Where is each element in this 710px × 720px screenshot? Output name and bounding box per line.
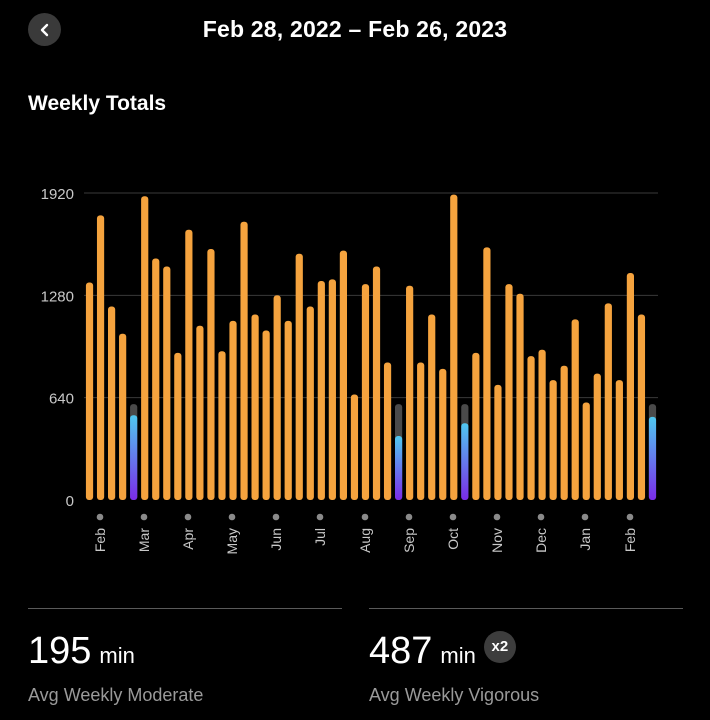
bar-50: [637, 314, 646, 500]
bar-47: [604, 303, 612, 500]
bar-46: [593, 373, 601, 500]
bar-7: [163, 266, 171, 500]
bar-30: [417, 362, 425, 500]
divider-right: [369, 608, 683, 609]
bar-14: [240, 221, 248, 500]
stat-moderate-label: Avg Weekly Moderate: [28, 685, 204, 705]
bar-9: [185, 229, 193, 500]
x-tick-label-11: Jan: [577, 528, 593, 551]
bar-36: [483, 247, 491, 500]
stat-vigorous-value: 487: [369, 630, 433, 672]
bar-10: [196, 325, 204, 500]
x-tick-label-4: Jun: [268, 528, 284, 551]
month-dot-1: [140, 513, 148, 521]
month-dot-9: [493, 513, 501, 521]
weekly-totals-chart: 0 640 1280 1920 Feb Mar Apr May Jun Jul Aug Sep Oct N…: [41, 186, 658, 554]
x-tick-label-6: Aug: [357, 528, 373, 553]
bar-highlight-28: [394, 436, 403, 500]
x-tick-label-5: Jul: [312, 528, 328, 546]
month-dot-4: [272, 513, 280, 521]
bar-11: [207, 248, 215, 500]
month-dot-8: [449, 513, 457, 521]
stat-moderate-unit: min: [99, 643, 135, 668]
bar-43: [560, 365, 568, 500]
date-range-title: Feb 28, 2022 – Feb 26, 2023: [202, 16, 508, 42]
month-dot-10: [537, 513, 545, 521]
bar-35: [472, 352, 480, 500]
x-tick-label-12: Feb: [622, 528, 638, 552]
y-tick-label-1280: 1280: [41, 288, 74, 305]
bar-8: [174, 352, 182, 500]
bar-23: [339, 250, 348, 500]
month-dot-7: [405, 513, 413, 521]
x-tick-label-8: Oct: [445, 528, 461, 550]
bar-37: [494, 384, 502, 500]
bar-24: [350, 394, 359, 500]
section-title: Weekly Totals: [28, 92, 167, 115]
bar-27: [383, 362, 392, 500]
month-dot-6: [361, 513, 369, 521]
bar-17: [273, 295, 281, 500]
month-dot-11: [581, 513, 589, 521]
bar-22: [328, 279, 336, 500]
x-tick-label-1: Mar: [136, 528, 152, 552]
month-dot-3: [228, 513, 236, 521]
month-dot-12: [626, 513, 634, 521]
bar-44: [571, 319, 579, 500]
bar-48: [615, 380, 623, 500]
bar-highlight-4: [130, 415, 138, 500]
bar-49: [626, 272, 635, 500]
month-dot-5: [316, 513, 324, 521]
bar-13: [229, 320, 237, 500]
divider-left: [28, 608, 342, 609]
bar-19: [295, 253, 303, 500]
multiplier-badge[interactable]: x2: [483, 630, 516, 663]
bar-45: [582, 402, 590, 500]
bar-31: [428, 314, 436, 500]
x-tick-label-0: Feb: [92, 528, 108, 552]
bar-16: [262, 330, 270, 500]
y-tick-label-1920: 1920: [41, 186, 74, 203]
bar-25: [361, 284, 370, 500]
y-tick-label-0: 0: [66, 493, 74, 510]
x-tick-label-9: Nov: [489, 528, 505, 553]
bar-highlight-34: [461, 423, 469, 500]
bar-1: [96, 215, 105, 500]
bar-2: [107, 306, 116, 500]
y-tick-label-640: 640: [49, 391, 74, 408]
bar-39: [516, 293, 524, 500]
bar-5: [141, 196, 149, 500]
bar-18: [284, 320, 292, 500]
x-tick-label-3: May: [224, 528, 240, 554]
stat-vigorous: 487 min x2 Avg Weekly Vigorous: [369, 628, 539, 706]
x-tick-label-2: Apr: [180, 528, 196, 550]
bar-20: [306, 306, 314, 500]
bar-40: [527, 356, 535, 500]
bar-3: [119, 333, 127, 500]
stat-moderate-value: 195: [28, 630, 92, 672]
bar-0: [85, 282, 94, 500]
bar-21: [317, 280, 325, 500]
bar-26: [372, 266, 381, 500]
month-dot-0: [96, 513, 104, 521]
bar-highlight-51: [648, 416, 657, 500]
bar-41: [538, 349, 546, 500]
bar-42: [549, 380, 557, 500]
stat-moderate: 195 min Avg Weekly Moderate: [28, 628, 203, 706]
x-tick-label-7: Sep: [401, 528, 417, 553]
back-button[interactable]: [28, 13, 61, 46]
bar-15: [251, 314, 259, 500]
month-dot-2: [184, 513, 192, 521]
bar-32: [439, 368, 447, 500]
bar-29: [406, 285, 414, 500]
bar-33: [450, 194, 458, 501]
bar-12: [218, 351, 226, 500]
stat-vigorous-label: Avg Weekly Vigorous: [369, 685, 540, 705]
bar-6: [152, 258, 160, 500]
stat-vigorous-unit: min: [440, 643, 476, 668]
bar-38: [505, 284, 513, 500]
x-tick-label-10: Dec: [533, 528, 549, 553]
chevron-left-icon: [40, 23, 48, 36]
